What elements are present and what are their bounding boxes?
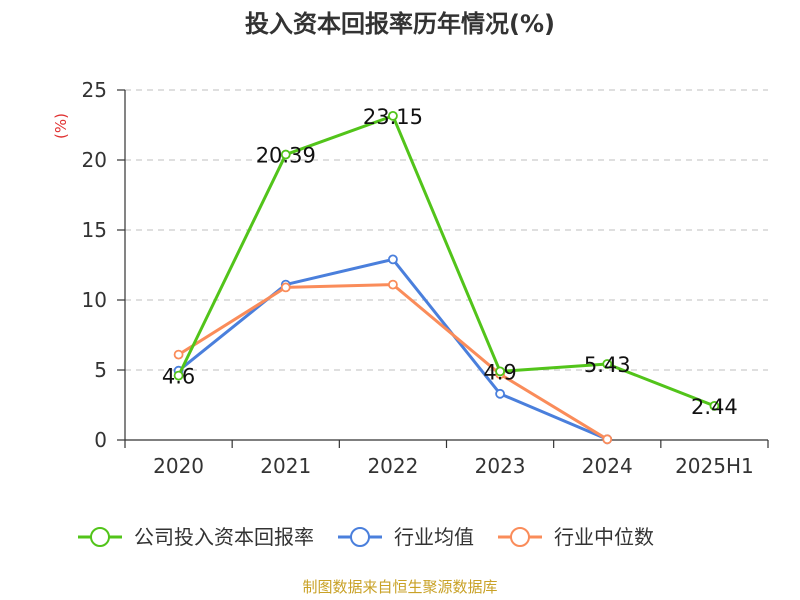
data-point	[388, 111, 398, 121]
data-label: 20.39	[256, 144, 316, 168]
legend-item: 行业均值	[338, 525, 474, 549]
data-point	[388, 279, 398, 290]
y-tick-label: 0	[94, 428, 107, 452]
data-point	[602, 434, 613, 445]
series-line	[177, 283, 609, 441]
data-label: 4.6	[162, 365, 195, 389]
data-point	[280, 149, 291, 160]
data-point	[388, 254, 398, 265]
legend-marker	[90, 527, 110, 547]
data-point	[495, 388, 505, 399]
legend-marker	[350, 527, 370, 547]
legend-item: 公司投入资本回报率	[78, 525, 314, 549]
y-tick-label: 25	[82, 78, 107, 102]
x-tick-label: 2022	[367, 454, 418, 478]
data-point	[173, 349, 184, 360]
source-credit: 制图数据来自恒生聚源数据库	[302, 578, 497, 596]
y-tick-label: 20	[82, 148, 107, 172]
chart-title: 投入资本回报率历年情况(%)	[245, 10, 555, 38]
grid-lines	[125, 89, 768, 371]
data-label: 23.15	[363, 105, 423, 129]
data-point	[280, 282, 291, 293]
data-label: 4.9	[483, 360, 516, 384]
legend-label: 行业均值	[394, 525, 474, 549]
legend-item: 行业中位数	[498, 525, 654, 549]
series-lines	[173, 111, 720, 445]
y-tick-label: 15	[82, 218, 107, 242]
data-point	[495, 366, 505, 377]
x-tick-label: 2023	[475, 454, 526, 478]
y-tick-label: 5	[94, 358, 107, 382]
x-tick-label: 2024	[582, 454, 633, 478]
axes: 0 5 10 15 20 25 2020 2021 2022 2023 2024 2025H1	[82, 78, 769, 478]
legend-label: 公司投入资本回报率	[134, 525, 314, 549]
data-labels: 4.6 20.39 23.15 4.9 5.43 2.44	[162, 105, 738, 419]
data-point	[173, 370, 184, 381]
data-label: 5.43	[584, 353, 631, 377]
legend-marker	[510, 527, 530, 547]
series-line	[177, 114, 715, 408]
data-point	[602, 359, 613, 369]
data-label: 2.44	[691, 395, 738, 419]
data-point	[709, 400, 720, 411]
y-tick-label: 10	[82, 288, 107, 312]
x-tick-label: 2020	[153, 454, 204, 478]
legend: 公司投入资本回报率 行业均值 行业中位数	[78, 525, 654, 549]
legend-label: 行业中位数	[554, 525, 654, 549]
x-tick-label: 2025H1	[675, 454, 754, 478]
x-tick-label: 2021	[260, 454, 311, 478]
y-axis-unit-label: (%)	[52, 113, 70, 139]
